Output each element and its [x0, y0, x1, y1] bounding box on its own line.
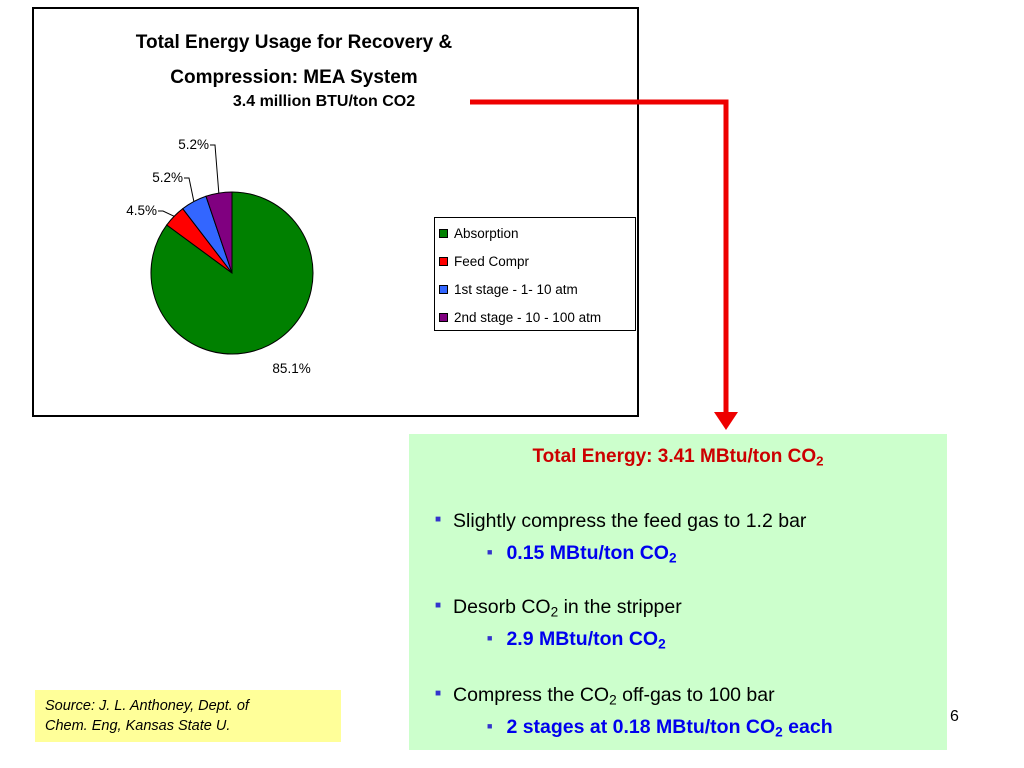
subscript: 2 — [775, 724, 783, 740]
source-citation: Source: J. L. Anthoney, Dept. of Chem. E… — [35, 690, 341, 742]
bullet-desorb: ■ Desorb CO2 in the stripper — [435, 596, 682, 619]
sub-bullet-text: 2.9 MBtu/ton CO — [506, 628, 659, 650]
arrow-head — [714, 412, 738, 430]
page-number: 6 — [950, 708, 959, 725]
chart-title-line2: Compression: MEA System — [170, 67, 418, 88]
legend-label: 2nd stage - 10 - 100 atm — [454, 310, 602, 325]
bullet-text: Slightly compress the feed gas to 1.2 ba… — [453, 510, 807, 532]
bullet-compress-offgas: ■ Compress the CO2 off-gas to 100 bar — [435, 684, 775, 707]
legend-swatch-absorption — [439, 229, 448, 238]
leader-line — [158, 210, 175, 217]
chart-title: Total Energy Usage for Recovery & Compre… — [134, 25, 454, 95]
chart-panel: 85.1% 4.5% 5.2% 5.2% Total Energy Usage for… — [32, 7, 639, 417]
legend-swatch-second-stage — [439, 313, 448, 322]
chart-legend: Absorption Feed Compr 1st stage - 1- 10 … — [434, 217, 636, 331]
subscript: 2 — [609, 692, 617, 708]
square-bullet-icon: ■ — [435, 514, 442, 526]
subscript: 2 — [816, 453, 824, 469]
legend-item-absorption: Absorption — [439, 226, 519, 241]
legend-item-first-stage: 1st stage - 1- 10 atm — [439, 282, 578, 297]
data-label-first-stage: 5.2% — [152, 170, 183, 185]
legend-label: Feed Compr — [454, 254, 530, 269]
data-label-second-stage: 5.2% — [178, 137, 209, 152]
data-label-feed-compr: 4.5% — [126, 203, 157, 218]
slice-second-stage — [205, 191, 233, 274]
leader-line — [184, 177, 195, 202]
chart-title-line1: Total Energy Usage for Recovery & — [135, 32, 453, 53]
square-bullet-icon: ■ — [487, 632, 493, 643]
square-bullet-icon: ■ — [435, 600, 442, 612]
legend-swatch-feed-compr — [439, 257, 448, 266]
legend-item-feed-compr: Feed Compr — [439, 254, 529, 269]
bullet-text: in the stripper — [558, 596, 682, 618]
sub-bullet-desorb-energy: ■ 2.9 MBtu/ton CO2 — [487, 628, 666, 651]
square-bullet-icon: ■ — [487, 720, 493, 731]
square-bullet-icon: ■ — [487, 546, 493, 557]
legend-label: 1st stage - 1- 10 atm — [454, 282, 578, 297]
square-bullet-icon: ■ — [435, 688, 442, 700]
source-line2: Chem. Eng, Kansas State U. — [45, 718, 231, 734]
subscript: 2 — [668, 550, 677, 566]
bullet-text: Compress the CO — [453, 684, 610, 706]
energy-summary-box: Total Energy: 3.41 MBtu/ton CO2 ■ Slightl… — [409, 434, 947, 750]
data-label-absorption: 85.1% — [272, 361, 310, 376]
subscript: 2 — [658, 636, 666, 652]
subscript: 2 — [550, 604, 559, 620]
total-energy-text: Total Energy: 3.41 MBtu/ton CO — [532, 446, 817, 467]
legend-label: Absorption — [454, 226, 519, 241]
sub-bullet-compress-energy: ■ 2 stages at 0.18 MBtu/ton CO2 each — [487, 716, 833, 739]
total-energy-title: Total Energy: 3.41 MBtu/ton CO2 — [409, 446, 947, 468]
sub-bullet-text: 0.15 MBtu/ton CO — [506, 542, 669, 564]
sub-bullet-feed-compress-energy: ■ 0.15 MBtu/ton CO2 — [487, 542, 677, 565]
bullet-feed-compress: ■ Slightly compress the feed gas to 1.2 b… — [435, 510, 806, 533]
sub-bullet-text: 2 stages at 0.18 MBtu/ton CO — [506, 716, 776, 738]
leader-line — [210, 144, 220, 194]
source-line1: Source: J. L. Anthoney, Dept. of — [45, 698, 249, 714]
chart-subtitle: 3.4 million BTU/ton CO2 — [232, 93, 416, 110]
legend-swatch-first-stage — [439, 285, 448, 294]
legend-item-second-stage: 2nd stage - 10 - 100 atm — [439, 310, 601, 325]
pie-chart: 85.1% 4.5% 5.2% 5.2% — [126, 137, 314, 376]
sub-bullet-text: each — [782, 716, 833, 738]
bullet-text: off-gas to 100 bar — [616, 684, 775, 706]
bullet-text: Desorb CO — [453, 596, 551, 618]
arrow-line — [470, 99, 729, 415]
